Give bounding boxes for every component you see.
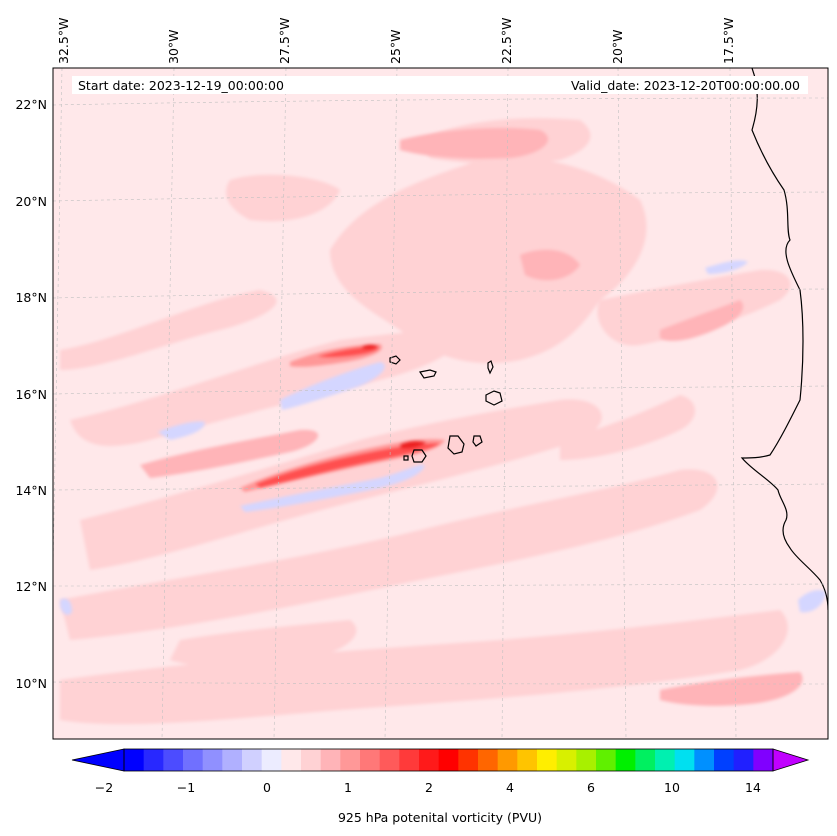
lon-label: 27.5°W <box>277 18 292 64</box>
colorbar-cell <box>635 749 656 771</box>
lon-label: 17.5°W <box>721 18 736 64</box>
lat-label: 14°N <box>15 483 47 498</box>
lat-label: 18°N <box>15 290 47 305</box>
colorbar-cell <box>143 749 164 771</box>
latitude-labels: 22°N 20°N 18°N 16°N 14°N 12°N 10°N <box>15 97 47 691</box>
lon-label: 30°W <box>166 29 181 64</box>
colorbar-cell <box>714 749 735 771</box>
colorbar-cell <box>596 749 617 771</box>
lat-label: 16°N <box>15 387 47 402</box>
colorbar-cell <box>537 749 558 771</box>
colorbar-cell <box>497 749 518 771</box>
colorbar-title: 925 hPa potenital vorticity (PVU) <box>338 810 542 825</box>
colorbar-cell <box>301 749 322 771</box>
colorbar-cell <box>458 749 479 771</box>
colorbar-cell <box>163 749 184 771</box>
colorbar-cell <box>438 749 459 771</box>
colorbar-tick: −1 <box>177 780 195 795</box>
colorbar-tick: 6 <box>587 780 595 795</box>
colorbar-tick: 10 <box>664 780 680 795</box>
colorbar-cell <box>320 749 341 771</box>
colorbar-cell <box>379 749 400 771</box>
longitude-labels: 32.5°W 30°W 27.5°W 25°W 22.5°W 20°W 17.5… <box>56 18 736 64</box>
colorbar-cell <box>183 749 204 771</box>
colorbar-high-extend <box>772 748 810 772</box>
colorbar-cell <box>261 749 282 771</box>
lon-label: 25°W <box>388 29 403 64</box>
lat-label: 22°N <box>15 97 47 112</box>
colorbar-cell <box>478 749 499 771</box>
valid-date-label: Valid_date: 2023-12-20T00:00:00.00 <box>571 78 800 93</box>
date-banner <box>72 76 808 94</box>
colorbar-low-extend <box>71 748 125 772</box>
colorbar-cell <box>202 749 223 771</box>
colorbar-cell <box>733 749 754 771</box>
colorbar-tick: 4 <box>506 780 514 795</box>
colorbar-tick: 0 <box>263 780 271 795</box>
lon-label: 22.5°W <box>499 18 514 64</box>
colorbar-cell <box>242 749 263 771</box>
colorbar-cell <box>655 749 676 771</box>
colorbar-cell <box>281 749 302 771</box>
colorbar-cell <box>753 749 774 771</box>
colorbar-tick: 14 <box>745 780 761 795</box>
map-frame <box>52 67 829 740</box>
map-panel[interactable]: Start date: 2023-12-19_00:00:00 Valid_da… <box>50 68 828 739</box>
pv-contour-mid <box>140 128 803 706</box>
colorbar-tick: 2 <box>425 780 433 795</box>
colorbar-tick: −2 <box>95 780 113 795</box>
colorbar: −2 −1 0 1 2 4 6 10 14 925 hPa potenital … <box>71 748 810 825</box>
colorbar-cells <box>124 749 774 771</box>
colorbar-cell <box>124 749 145 771</box>
colorbar-cell <box>399 749 420 771</box>
colorbar-cell <box>517 749 538 771</box>
colorbar-cell <box>419 749 440 771</box>
colorbar-cell <box>694 749 715 771</box>
coastline <box>389 68 828 611</box>
colorbar-cell <box>674 749 695 771</box>
colorbar-frame <box>123 748 774 772</box>
lat-label: 20°N <box>15 194 47 209</box>
graticule <box>53 68 828 739</box>
lon-label: 32.5°W <box>56 18 71 64</box>
lat-label: 12°N <box>15 579 47 594</box>
colorbar-cell <box>615 749 636 771</box>
start-date-label: Start date: 2023-12-19_00:00:00 <box>78 78 284 93</box>
colorbar-tick: 1 <box>344 780 352 795</box>
colorbar-cell <box>360 749 381 771</box>
colorbar-cell <box>556 749 577 771</box>
lon-label: 20°W <box>610 29 625 64</box>
colorbar-ticks: −2 −1 0 1 2 4 6 10 14 <box>95 780 761 795</box>
pv-contour-negative <box>60 260 826 615</box>
lat-label: 10°N <box>15 676 47 691</box>
colorbar-cell <box>222 749 243 771</box>
pv-contour-light <box>60 118 791 725</box>
colorbar-cell <box>576 749 597 771</box>
colorbar-cell <box>340 749 361 771</box>
pv-contour-high <box>240 344 445 492</box>
